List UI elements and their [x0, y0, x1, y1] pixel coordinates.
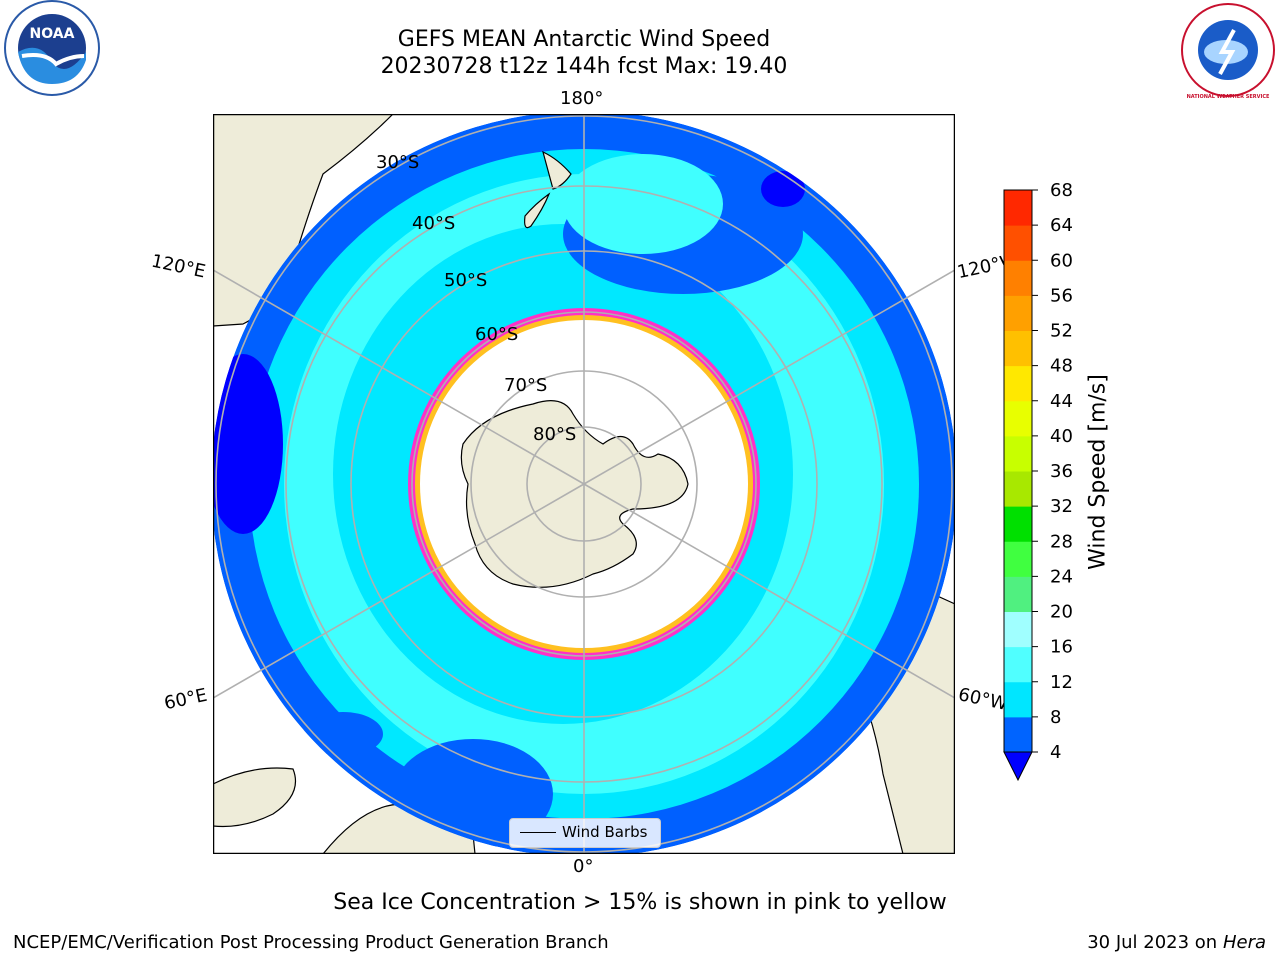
map-border — [213, 114, 955, 854]
lat-label-50s: 50°S — [444, 270, 488, 291]
colorbar-band — [1004, 681, 1032, 718]
legend-line-swatch — [520, 832, 556, 833]
colorbar-band — [1004, 225, 1032, 261]
colorbar-band — [1004, 295, 1032, 331]
colorbar-bands — [1003, 189, 1033, 782]
colorbar-tick-label: 36 — [1050, 461, 1073, 482]
lon-label-60e: 60°E — [162, 684, 209, 715]
land-new-zealand — [524, 150, 572, 229]
map-legend: Wind Barbs — [509, 818, 661, 848]
nws-logo: NATIONAL WEATHER SERVICE — [1181, 3, 1275, 100]
colorbar-tick-label: 12 — [1050, 672, 1073, 693]
colorbar-tick-label: 8 — [1050, 707, 1061, 728]
land-antarctica — [460, 400, 689, 588]
colorbar-tick-label: 32 — [1050, 496, 1073, 517]
colorbar-tick-label: 16 — [1050, 637, 1073, 658]
colorbar-tick-label: 60 — [1050, 250, 1073, 271]
footer-date-text: 30 Jul 2023 on — [1087, 932, 1223, 953]
colorbar-band — [1004, 330, 1032, 367]
colorbar-band — [1004, 400, 1032, 437]
lat-label-40s: 40°S — [412, 213, 456, 234]
colorbar-band — [1004, 471, 1032, 507]
colorbar-band — [1004, 611, 1032, 648]
wind-band-0-4-west — [213, 354, 283, 534]
colorbar-tick-label: 28 — [1050, 531, 1073, 552]
colorbar-band — [1004, 716, 1032, 753]
lon-label-0: 0° — [573, 856, 594, 877]
colorbar-label: Wind Speed [m/s] — [1085, 374, 1111, 570]
colorbar-tick-label: 20 — [1050, 602, 1073, 623]
land-madagascar — [213, 767, 297, 828]
footer-credit: NCEP/EMC/Verification Post Processing Pr… — [13, 932, 609, 953]
polar-map — [213, 114, 955, 854]
colorbar-band — [1004, 260, 1032, 296]
colorbar-tick-label: 56 — [1050, 285, 1073, 306]
colorbar-band — [1004, 541, 1032, 577]
chart-subtitle: 20230728 t12z 144h fcst Max: 19.40 — [380, 54, 788, 79]
footer-host: Hera — [1222, 932, 1266, 953]
noaa-logo: NOAA — [4, 0, 100, 96]
colorbar-tick-label: 64 — [1050, 215, 1073, 236]
colorbar-tick-label: 44 — [1050, 391, 1073, 412]
sea-ice-note: Sea Ice Concentration > 15% is shown in … — [333, 890, 947, 915]
colorbar-band — [1004, 365, 1032, 402]
lon-label-180: 180° — [560, 88, 604, 109]
lat-label-80s: 80°S — [533, 424, 577, 445]
colorbar-band — [1004, 646, 1032, 683]
wind-band-4-8-sw — [303, 712, 383, 756]
colorbar-band — [1004, 506, 1032, 542]
lon-label-120e: 120°E — [149, 250, 208, 283]
colorbar-band — [1004, 576, 1032, 612]
colorbar-band — [1004, 190, 1032, 226]
wind-band-0-4-spot — [761, 171, 805, 207]
nws-logo-text: NATIONAL WEATHER SERVICE — [1187, 94, 1270, 100]
colorbar-tick-label: 40 — [1050, 426, 1073, 447]
legend-label: Wind Barbs — [562, 823, 648, 841]
colorbar-tick-label: 48 — [1050, 356, 1073, 377]
chart-title: GEFS MEAN Antarctic Wind Speed — [397, 27, 771, 52]
colorbar-extend-arrow — [1003, 751, 1033, 782]
footer-date: 30 Jul 2023 on Hera — [1087, 932, 1266, 953]
lat-label-70s: 70°S — [504, 375, 548, 396]
colorbar-tick-label: 24 — [1050, 566, 1073, 587]
lat-label-60s: 60°S — [475, 324, 519, 345]
colorbar-tick-label: 52 — [1050, 321, 1073, 342]
lat-label-30s: 30°S — [376, 152, 420, 173]
colorbar-band — [1004, 435, 1032, 472]
wind-band-12-16-north — [563, 154, 723, 254]
colorbar-tick-label: 4 — [1050, 742, 1061, 763]
graticule — [213, 114, 955, 854]
colorbar-tick-label: 68 — [1050, 180, 1073, 201]
noaa-logo-text: NOAA — [30, 26, 75, 42]
